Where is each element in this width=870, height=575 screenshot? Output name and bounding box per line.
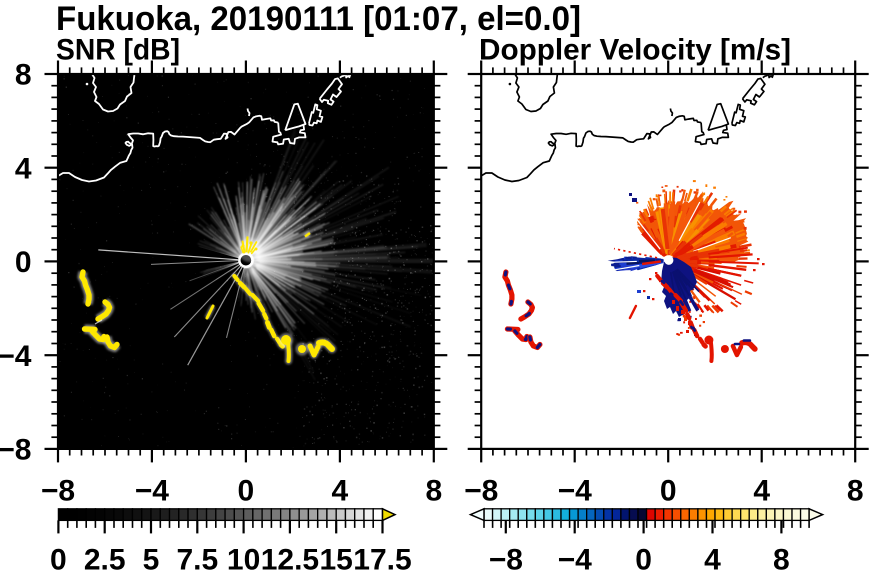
svg-text:4: 4 [704,543,721,570]
svg-text:8: 8 [425,474,442,507]
svg-text:4: 4 [332,474,349,507]
svg-text:−8: −8 [489,543,523,570]
svg-text:8: 8 [15,59,32,92]
svg-text:8: 8 [773,543,790,570]
svg-text:−8: −8 [0,434,32,467]
svg-text:Fukuoka, 20190111 [01:07, el=0: Fukuoka, 20190111 [01:07, el=0.0] [56,0,581,38]
svg-text:Doppler Velocity [m/s]: Doppler Velocity [m/s] [479,34,791,67]
svg-text:0: 0 [15,246,32,279]
svg-text:0: 0 [660,474,677,507]
svg-text:−4: −4 [558,543,593,570]
svg-text:0: 0 [238,474,255,507]
svg-text:10: 10 [227,543,260,570]
svg-text:−8: −8 [41,474,75,507]
svg-text:−4: −4 [0,340,32,373]
svg-text:15: 15 [320,543,353,570]
svg-text:−4: −4 [558,474,593,507]
svg-text:7.5: 7.5 [176,543,218,570]
svg-text:4: 4 [753,474,770,507]
svg-text:SNR [dB]: SNR [dB] [56,34,180,67]
svg-text:−8: −8 [464,474,498,507]
svg-text:17.5: 17.5 [353,543,411,570]
svg-text:8: 8 [847,474,864,507]
svg-text:2.5: 2.5 [84,543,126,570]
svg-text:−4: −4 [135,474,170,507]
svg-text:4: 4 [15,152,32,185]
svg-text:0: 0 [50,543,67,570]
svg-text:0: 0 [635,543,652,570]
svg-text:12.5: 12.5 [261,543,319,570]
svg-text:5: 5 [143,543,160,570]
